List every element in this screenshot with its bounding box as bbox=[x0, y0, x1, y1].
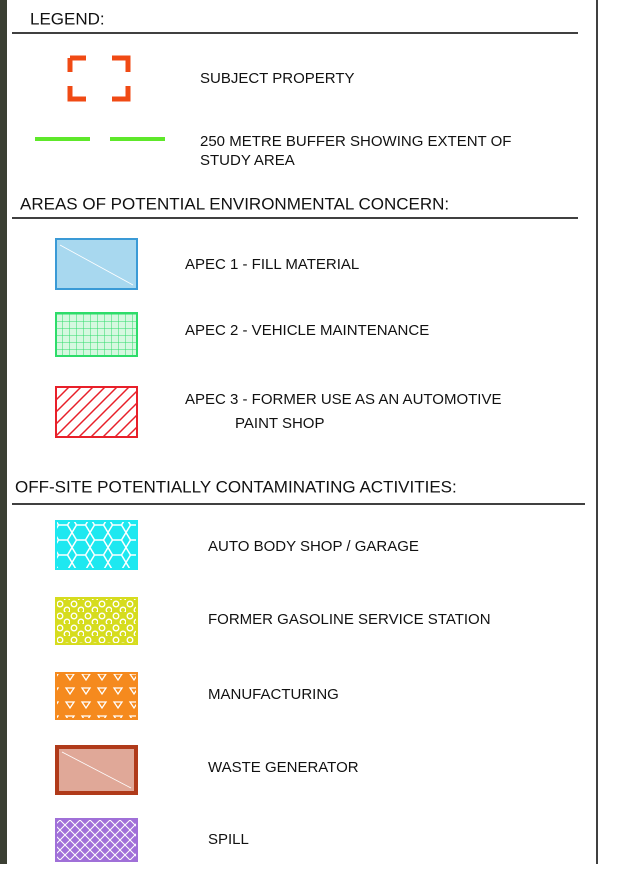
waste-generator-symbol-line bbox=[61, 751, 132, 789]
apec1-symbol bbox=[55, 238, 138, 290]
auto-body-symbol bbox=[55, 520, 138, 570]
legend-label: APEC 3 - FORMER USE AS AN AUTOMOTIVE bbox=[185, 391, 501, 408]
gas-station-symbol bbox=[55, 597, 138, 645]
legend-label: FORMER GASOLINE SERVICE STATION bbox=[208, 611, 491, 628]
legend-label: APEC 1 - FILL MATERIAL bbox=[185, 256, 359, 273]
section-title: AREAS OF POTENTIAL ENVIRONMENTAL CONCERN… bbox=[20, 194, 449, 213]
legend-label: 250 METRE BUFFER SHOWING EXTENT OF bbox=[200, 133, 511, 150]
legend-label: WASTE GENERATOR bbox=[208, 759, 359, 776]
section-title: LEGEND: bbox=[30, 9, 105, 28]
legend-label: APEC 2 - VEHICLE MAINTENANCE bbox=[185, 322, 429, 339]
subject-property-symbol bbox=[67, 55, 131, 102]
apec3-symbol bbox=[55, 386, 138, 438]
apec2-symbol bbox=[55, 312, 138, 357]
legend-label: STUDY AREA bbox=[200, 152, 295, 169]
legend-label: SUBJECT PROPERTY bbox=[200, 70, 354, 87]
map-edge bbox=[0, 0, 7, 864]
legend-label: PAINT SHOP bbox=[235, 415, 324, 432]
legend-label: SPILL bbox=[208, 831, 249, 848]
apec1-symbol-line bbox=[59, 244, 134, 286]
manufacturing-symbol bbox=[55, 672, 138, 720]
section-title: OFF-SITE POTENTIALLY CONTAMINATING ACTIV… bbox=[15, 477, 457, 496]
spill-symbol bbox=[55, 818, 138, 862]
legend-label: AUTO BODY SHOP / GARAGE bbox=[208, 538, 419, 555]
legend-label: MANUFACTURING bbox=[208, 686, 339, 703]
